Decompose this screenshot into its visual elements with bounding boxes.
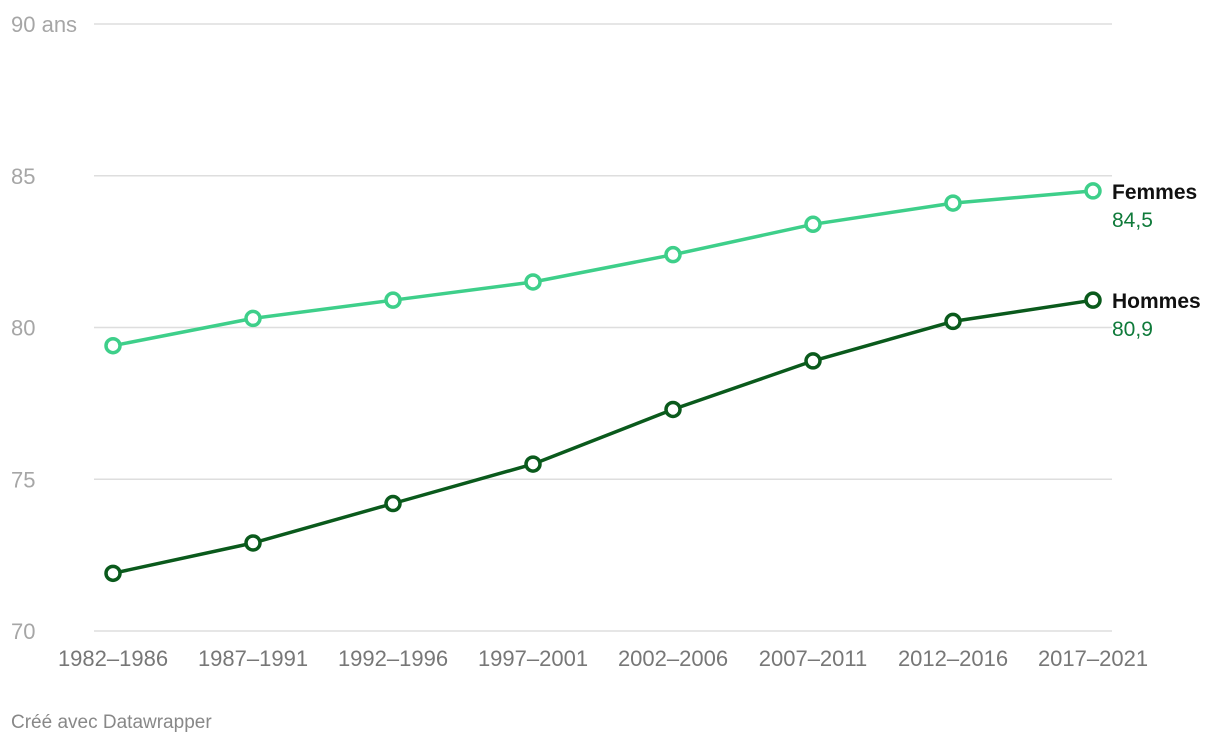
- data-point-hommes-2[interactable]: [384, 494, 402, 513]
- data-point-femmes-3[interactable]: [524, 273, 542, 291]
- data-point-hommes-6[interactable]: [944, 312, 962, 331]
- data-point-hommes-4[interactable]: [664, 400, 682, 419]
- x-tick-label-6: 2012–2016: [898, 646, 1008, 671]
- y-axis-labels: 70 75 80 85 90 ans: [11, 12, 77, 644]
- data-point-hommes-7[interactable]: [1084, 291, 1102, 309]
- x-tick-label-1: 1987–1991: [198, 646, 308, 671]
- x-tick-label-2: 1992–1996: [338, 646, 448, 671]
- chart-credit[interactable]: Créé avec Datawrapper: [11, 712, 212, 733]
- series-lines: [111, 189, 1095, 576]
- data-point-femmes-7[interactable]: [1084, 182, 1102, 200]
- series-points: [104, 182, 1102, 583]
- x-tick-label-5: 2007–2011: [759, 646, 868, 671]
- x-tick-label-3: 1997–2001: [478, 646, 588, 671]
- series-label-femmes: Femmes: [1112, 181, 1197, 204]
- data-point-femmes-6[interactable]: [944, 194, 962, 212]
- y-gridlines: [94, 23, 1112, 632]
- data-point-femmes-2[interactable]: [384, 291, 402, 309]
- series-label-hommes: Hommes: [1112, 290, 1201, 313]
- y-tick-label-75: 75: [11, 467, 35, 492]
- series-line-femmes: [111, 189, 1095, 348]
- series-end-labels: Femmes 84,5 Hommes 80,9: [1112, 181, 1201, 341]
- x-tick-label-4: 2002–2006: [618, 646, 728, 671]
- y-tick-label-80: 80: [11, 316, 35, 341]
- series-value-label-hommes: 80,9: [1112, 318, 1153, 341]
- data-point-femmes-1[interactable]: [244, 309, 262, 328]
- x-tick-label-0: 1982–1986: [58, 646, 168, 671]
- series-line-hommes: [111, 298, 1095, 576]
- y-tick-label-85: 85: [11, 164, 35, 189]
- data-point-femmes-0[interactable]: [104, 336, 122, 355]
- y-tick-label-90: 90 ans: [11, 12, 77, 37]
- data-point-hommes-0[interactable]: [104, 564, 122, 583]
- series-value-label-femmes: 84,5: [1112, 209, 1153, 232]
- data-point-hommes-3[interactable]: [524, 455, 542, 473]
- data-point-femmes-4[interactable]: [664, 245, 682, 264]
- data-point-hommes-5[interactable]: [804, 352, 822, 370]
- data-point-femmes-5[interactable]: [804, 215, 822, 234]
- x-axis-labels: 1982–1986 1987–1991 1992–1996 1997–2001 2002…: [58, 646, 1148, 671]
- y-tick-label-70: 70: [11, 619, 35, 644]
- x-tick-label-7: 2017–2021: [1038, 646, 1148, 671]
- data-point-hommes-1[interactable]: [244, 534, 262, 552]
